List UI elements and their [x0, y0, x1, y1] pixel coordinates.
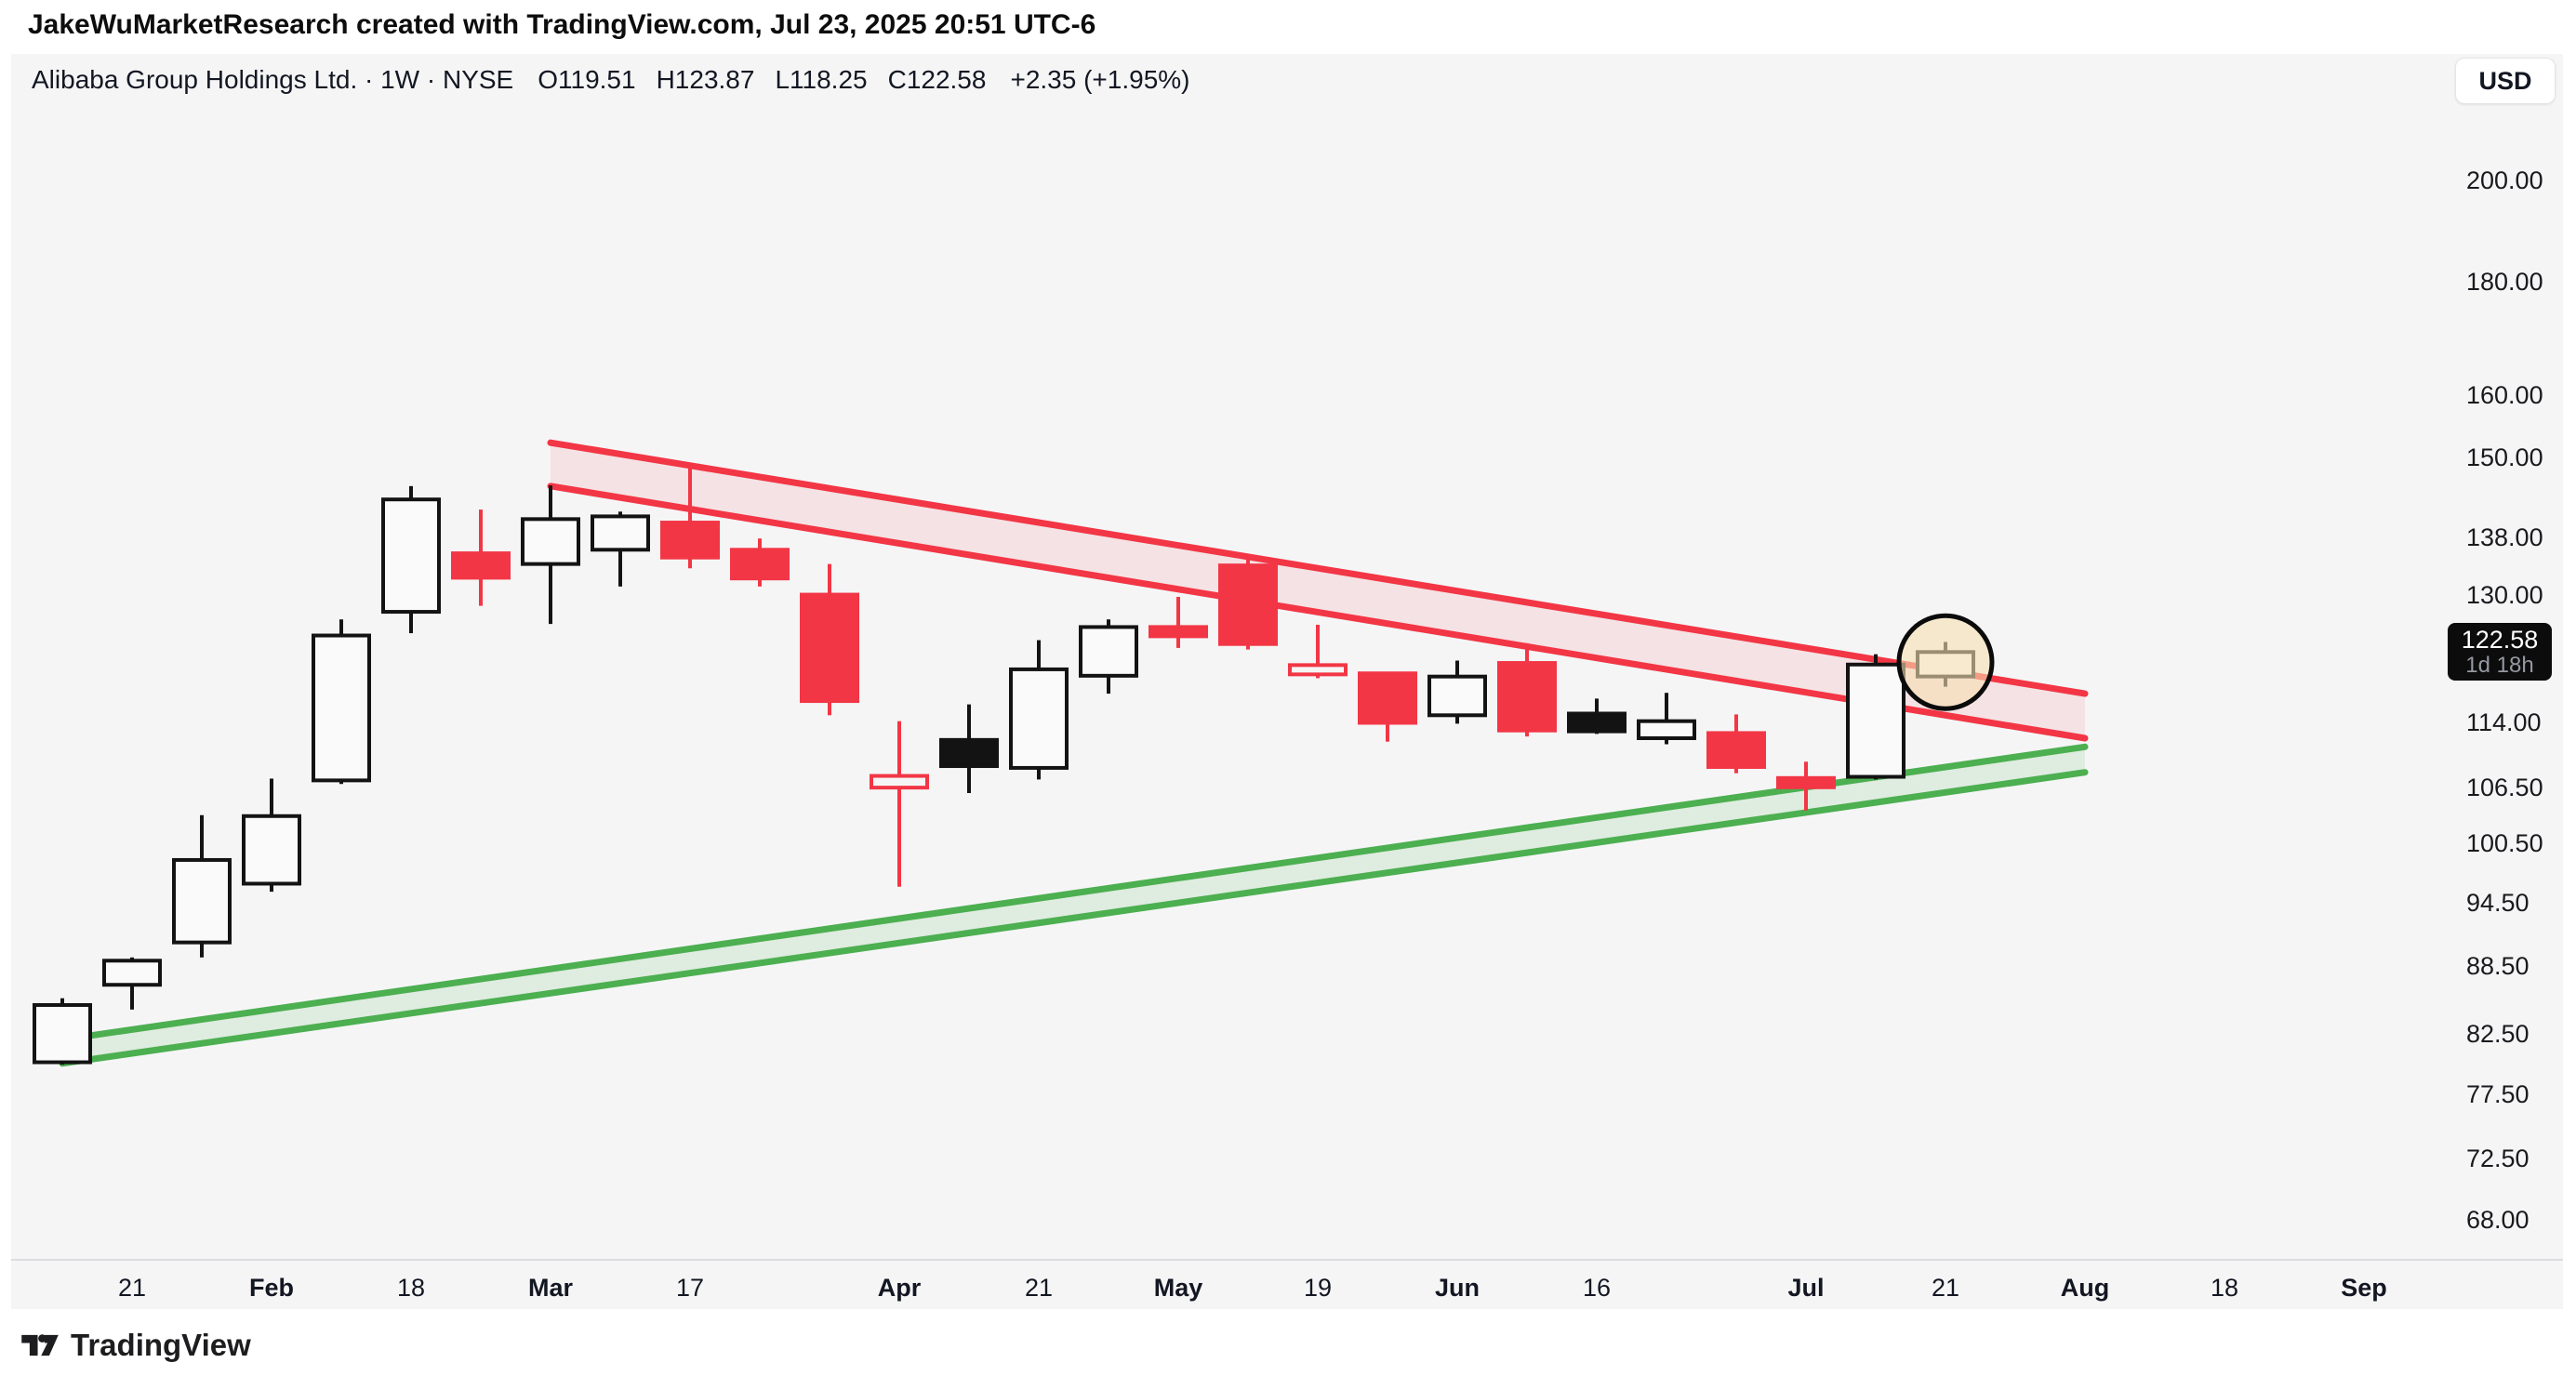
symbol-title[interactable]: Alibaba Group Holdings Ltd. · 1W · NYSE: [32, 65, 514, 94]
candle-mar-3: [521, 485, 580, 625]
candle-apr-7: [870, 721, 929, 887]
candle-may-5: [1149, 596, 1208, 648]
candle-jan-13: [33, 998, 92, 1065]
candle-jun-23: [1637, 693, 1696, 745]
last-price-label: 122.58 1d 18h: [2448, 623, 2552, 681]
time-label: May: [1153, 1274, 1203, 1302]
last-price-value: 122.58: [2461, 626, 2539, 655]
time-label: 16: [1582, 1274, 1612, 1302]
ascending-support-channel-lower-line[interactable]: [59, 769, 2089, 1067]
time-label: 17: [675, 1274, 705, 1302]
candle-jun-2: [1427, 660, 1487, 724]
descending-resistance-channel-upper-line[interactable]: [547, 439, 2089, 697]
candle-jul-7: [1776, 761, 1836, 811]
candle-apr-14: [939, 704, 999, 793]
ascending-support-channel-band: [62, 747, 2085, 1064]
currency-button[interactable]: USD: [2455, 58, 2556, 104]
candle-jun-30: [1706, 714, 1766, 774]
candle-feb-3: [242, 778, 301, 893]
candle-feb-24: [451, 509, 511, 606]
candle-mar-24: [730, 538, 790, 587]
tradingview-logo-icon: [21, 1334, 59, 1356]
time-label: Mar: [527, 1274, 573, 1302]
highlight-circle-ring: [1896, 613, 1995, 711]
candle-jan-27: [172, 814, 232, 958]
descending-resistance-channel-lower-line[interactable]: [547, 483, 2089, 742]
time-label: Feb: [248, 1274, 294, 1302]
ohlc-item: O119.51: [538, 65, 636, 94]
currency-button-label: USD: [2478, 66, 2532, 95]
tradingview-logo-text: TradingView: [71, 1328, 251, 1362]
highlight-circle-fill: [1899, 615, 1992, 709]
time-axis-divider: [11, 1259, 2563, 1261]
candle-may-12: [1218, 559, 1278, 650]
candle-jan-21: [102, 957, 162, 1010]
snapshot-attribution: JakeWuMarketResearch created with Tradin…: [28, 9, 1096, 40]
time-label: 19: [1303, 1274, 1333, 1302]
candle-may-27: [1358, 671, 1417, 742]
time-label: Aug: [2060, 1274, 2110, 1302]
ascending-support-channel-upper-line[interactable]: [59, 743, 2089, 1043]
ohlc-item: L118.25: [775, 65, 868, 94]
time-label: 18: [396, 1274, 426, 1302]
time-label: 21: [1024, 1274, 1054, 1302]
candle-jun-9: [1497, 642, 1557, 737]
chart-panel[interactable]: [11, 54, 2563, 1309]
symbol-header: Alibaba Group Holdings Ltd. · 1W · NYSE …: [32, 65, 1190, 95]
candle-apr-28: [1079, 619, 1138, 695]
candle-may-19: [1288, 624, 1348, 679]
candle-mar-31: [800, 563, 859, 716]
bar-countdown: 1d 18h: [2465, 653, 2534, 679]
candle-mar-17: [660, 465, 720, 569]
ohlc-item: H123.87: [656, 65, 755, 94]
candle-apr-21: [1009, 640, 1069, 780]
change-value: +2.35 (+1.95%): [1010, 65, 1190, 94]
time-label: Jun: [1434, 1274, 1480, 1302]
ohlc-item: C122.58: [887, 65, 987, 94]
candle-feb-10: [312, 619, 371, 785]
time-label: Apr: [877, 1274, 922, 1302]
time-label: Sep: [2341, 1274, 2387, 1302]
time-label: 21: [1931, 1274, 1960, 1302]
time-axis[interactable]: 21 Feb 18 Mar 17 Apr 21 May 19 Jun 16 Jul 21 Aug 18 Sep: [0, 1266, 2576, 1309]
candle-mar-10: [591, 511, 650, 587]
time-label: 21: [117, 1274, 147, 1302]
ohlc-values: O119.51 H123.87 L118.25 C122.58: [538, 65, 986, 95]
time-label: 18: [2210, 1274, 2239, 1302]
candle-jun-16: [1567, 698, 1627, 734]
candle-feb-18: [381, 485, 441, 634]
time-label: Jul: [1787, 1274, 1825, 1302]
descending-resistance-channel-band: [551, 443, 2085, 738]
candle-jul-14: [1846, 654, 1905, 780]
tradingview-footer[interactable]: TradingView: [20, 1326, 251, 1365]
